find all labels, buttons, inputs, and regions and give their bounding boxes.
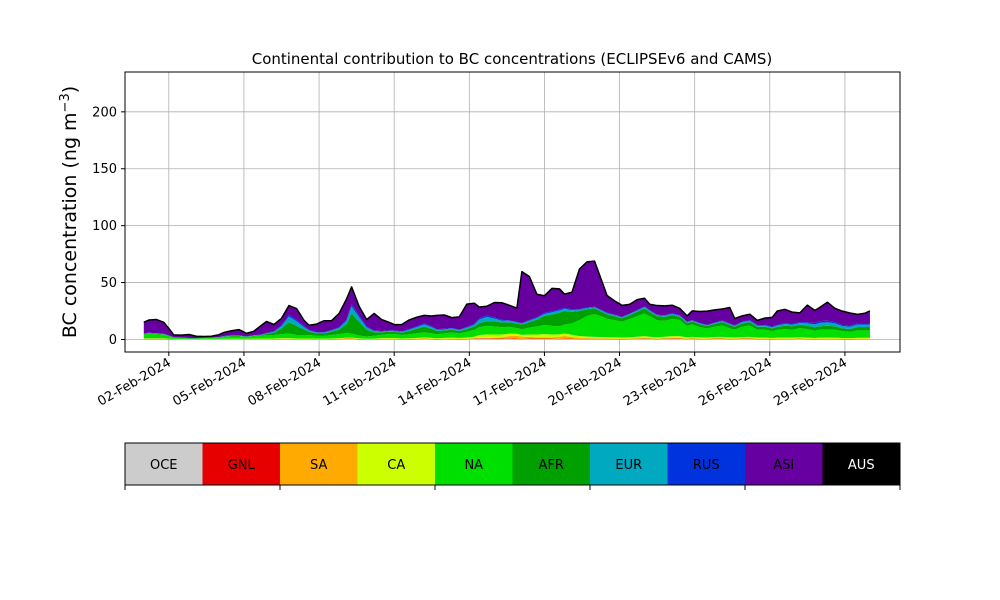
legend-swatch-ca [357, 443, 435, 485]
y-tick-label: 200 [92, 105, 117, 120]
legend-border [124, 442, 901, 486]
legend-swatch-afr [512, 443, 590, 485]
y-axis-label: BC concentration (ng m−3) [58, 86, 82, 338]
area-series-gnl [143, 338, 870, 340]
legend-swatch-oce [125, 443, 203, 485]
legend-label-gnl: GNL [228, 458, 256, 473]
area-series-na [143, 313, 870, 340]
area-series-afr [143, 308, 870, 339]
legend-label-ca: CA [387, 458, 405, 473]
legend-label-na: NA [464, 458, 483, 473]
y-tick-label: 50 [100, 276, 117, 291]
area-series-oce [143, 338, 870, 340]
legend-swatch-sa [280, 443, 358, 485]
legend-label-sa: SA [310, 458, 327, 473]
y-axis-ticks: 0 50 100 150 200 [92, 105, 125, 348]
legend-swatch-gnl [202, 443, 280, 485]
legend-swatch-asi [745, 443, 823, 485]
legend-label-asi: ASI [773, 458, 794, 473]
legend-swatch-eur [590, 443, 668, 485]
axes-border [124, 71, 901, 353]
legend-label-eur: EUR [615, 458, 642, 473]
y-tick-label: 100 [92, 219, 117, 234]
legend-label-oce: OCE [150, 458, 178, 473]
axes-frame [124, 71, 901, 353]
area-series-ca [143, 333, 870, 340]
total-outline-line [143, 260, 871, 338]
legend-colorbar: OCE GNL SA CA NA AFR EUR RUS ASI AUS [124, 442, 901, 490]
y-tick-label: 0 [109, 333, 117, 348]
legend-swatch-rus [667, 443, 745, 485]
area-series-sa [143, 335, 870, 340]
legend-swatch-aus [822, 443, 900, 485]
legend-label-afr: AFR [539, 458, 564, 473]
series-layer [143, 260, 871, 340]
y-tick-label: 150 [92, 162, 117, 177]
area-series-asi [143, 261, 870, 339]
legend-label-aus: AUS [848, 458, 875, 473]
legend-label-rus: RUS [693, 458, 720, 473]
chart-title: Continental contribution to BC concentra… [252, 50, 773, 68]
legend-swatch-na [435, 443, 513, 485]
area-series-eur [143, 306, 870, 339]
